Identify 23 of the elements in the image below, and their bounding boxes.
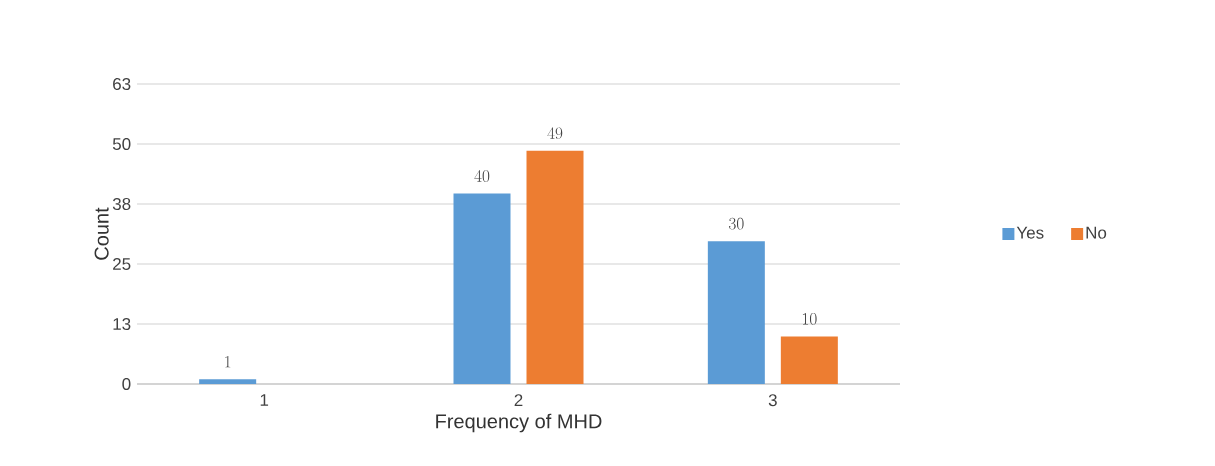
data-label: 40 [474, 170, 490, 182]
legend-label: No [1086, 226, 1107, 239]
bar [199, 379, 257, 384]
data-label: 49 [547, 127, 563, 140]
x-tick-label: 2 [514, 394, 523, 406]
bar [453, 193, 511, 384]
bar [526, 150, 584, 384]
x-tick-label: 3 [768, 394, 777, 407]
y-tick-label: 25 [113, 257, 131, 271]
y-tick-label: 38 [112, 197, 131, 211]
y-tick-label: 13 [113, 317, 131, 331]
y-axis-title: Count [94, 207, 109, 260]
y-tick-label: 50 [112, 137, 131, 151]
bar [780, 336, 838, 384]
bar [707, 241, 765, 384]
data-label: 30 [728, 217, 744, 230]
x-tick-label: 1 [260, 394, 269, 406]
y-tick-label: 63 [113, 77, 131, 91]
x-axis-title: Frequency of MHD [436, 413, 602, 433]
data-label: 1 [225, 355, 231, 368]
legend-label: Yes [1016, 226, 1044, 239]
y-tick-label: 0 [122, 377, 131, 391]
data-label: 10 [802, 313, 817, 325]
